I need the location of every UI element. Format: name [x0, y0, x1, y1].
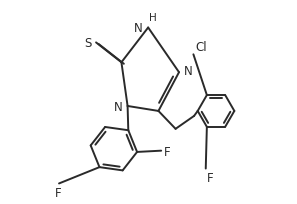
Text: N: N [114, 101, 123, 114]
Text: N: N [184, 65, 192, 78]
Text: S: S [85, 37, 92, 50]
Text: H: H [149, 13, 157, 23]
Text: F: F [164, 145, 170, 159]
Text: F: F [55, 186, 61, 199]
Text: F: F [207, 171, 213, 184]
Text: N: N [134, 22, 143, 35]
Text: Cl: Cl [195, 41, 207, 53]
